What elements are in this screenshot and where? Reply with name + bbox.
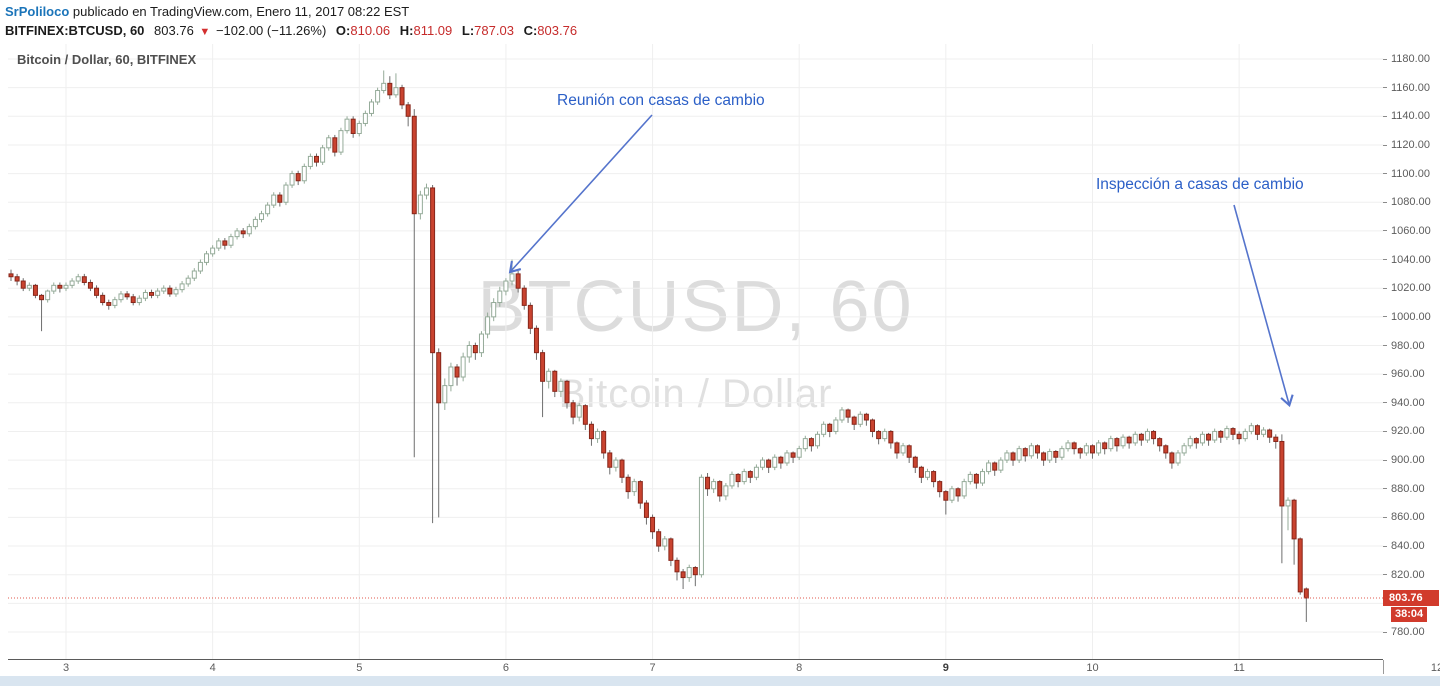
down-triangle-icon: ▼ (199, 26, 211, 38)
quote-line: BITFINEX:BTCUSD, 60 803.76 ▼ −102.00 (−1… (5, 21, 577, 42)
open-label: O: (335, 23, 351, 38)
time-axis-tick: 3 (62, 662, 70, 674)
time-axis-tick: 11 (1233, 662, 1245, 674)
high-label: H: (399, 23, 414, 38)
high-value: 811.09 (413, 23, 453, 38)
published-text: publicado en TradingView.com, Enero 11, … (72, 4, 410, 19)
price-axis-tick: 900.00 (1383, 454, 1425, 467)
chart-legend[interactable]: Bitcoin / Dollar, 60, BITFINEX (17, 52, 197, 67)
price-axis-tick: 820.00 (1383, 569, 1425, 582)
publish-header: SrPoliloco publicado en TradingView.com,… (5, 2, 409, 21)
price-axis-tick: 980.00 (1383, 340, 1425, 353)
time-axis-tick: 10 (1086, 662, 1099, 674)
chart-canvas[interactable]: BTCUSD, 60 Bitcoin / Dollar Bitcoin / Do… (8, 44, 1383, 659)
price-axis-tick: 1120.00 (1383, 139, 1430, 152)
open-value: 810.06 (350, 23, 391, 38)
price-axis-tick: 1000.00 (1383, 311, 1431, 324)
price-axis-tick: 1020.00 (1383, 282, 1431, 295)
last-price: 803.76 (154, 23, 194, 38)
annotation-arrows (508, 114, 1294, 408)
candlestick-plot[interactable] (8, 44, 1383, 659)
price-change: −102.00 (−11.26%) (215, 23, 327, 38)
close-label: C: (523, 23, 538, 38)
price-axis-tick: 860.00 (1383, 511, 1425, 524)
time-axis-tick: 8 (796, 662, 803, 674)
bottom-strip (0, 676, 1440, 686)
bar-countdown: 38:04 (1391, 606, 1428, 622)
time-axis[interactable]: 3 4 5 6 7 8 9 10 11 12 (0, 661, 1440, 676)
price-axis-tick: 1160.00 (1383, 82, 1430, 95)
annotation-reunion[interactable]: Reunión con casas de cambio (557, 92, 765, 109)
price-axis-tick: 1080.00 (1383, 196, 1431, 209)
time-axis-tick: 9 (942, 662, 949, 674)
price-axis[interactable]: 780.00800.00820.00840.00860.00880.00900.… (1383, 44, 1440, 660)
price-axis-tick: 1040.00 (1383, 254, 1431, 267)
time-axis-tick: 6 (502, 662, 509, 674)
annotation-arrow-1 (508, 114, 653, 274)
price-axis-tick: 920.00 (1383, 425, 1425, 438)
close-value: 803.76 (537, 23, 578, 38)
low-label: L: (461, 23, 475, 38)
time-axis-tick: 4 (209, 662, 216, 674)
price-axis-tick: 1140.00 (1383, 110, 1430, 123)
price-axis-tick: 940.00 (1383, 397, 1425, 410)
price-axis-tick: 1060.00 (1383, 225, 1431, 238)
username-link[interactable]: SrPoliloco (5, 4, 70, 19)
time-axis-tick: 5 (356, 662, 363, 674)
price-axis-tick: 780.00 (1383, 626, 1425, 639)
price-axis-tick: 1180.00 (1383, 53, 1430, 66)
price-axis-tick: 960.00 (1383, 368, 1425, 381)
price-axis-tick: 1100.00 (1383, 168, 1430, 181)
low-value: 787.03 (474, 23, 514, 38)
last-price-axis-label: 803.76 (1383, 589, 1439, 606)
annotation-inspeccion[interactable]: Inspección a casas de cambio (1096, 176, 1304, 193)
symbol-label: BITFINEX:BTCUSD, 60 (5, 23, 145, 38)
time-axis-tick: 12 (1430, 662, 1440, 674)
price-axis-tick: 880.00 (1383, 483, 1425, 496)
time-axis-tick: 7 (649, 662, 656, 674)
price-axis-tick: 840.00 (1383, 540, 1425, 553)
time-axis-line (8, 658, 1440, 660)
annotation-arrow-2 (1233, 204, 1294, 408)
